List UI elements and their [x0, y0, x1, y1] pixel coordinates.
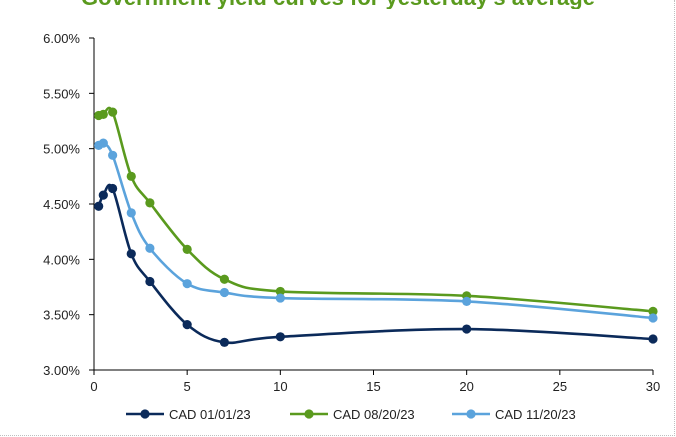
data-point — [219, 337, 230, 347]
data-point — [275, 332, 285, 342]
x-tick-label: 15 — [366, 379, 380, 394]
series-lines — [94, 106, 658, 347]
legend-marker-1 — [304, 409, 314, 419]
data-point — [145, 243, 155, 253]
data-point — [126, 208, 136, 218]
x-tick-label: 30 — [646, 379, 660, 394]
legend-label-0: CAD 01/01/23 — [169, 407, 251, 422]
x-tick-label: 5 — [184, 379, 191, 394]
legend-label-1: CAD 08/20/23 — [333, 407, 415, 422]
x-tick-label: 10 — [273, 379, 287, 394]
data-point — [98, 109, 108, 119]
y-tick-label: 6.00% — [43, 31, 80, 46]
data-point — [108, 183, 118, 194]
x-tick-label: 20 — [459, 379, 473, 394]
data-point — [108, 150, 118, 160]
y-tick-label: 5.00% — [43, 142, 80, 157]
legend: CAD 01/01/23 CAD 08/20/23 CAD 11/20/23 — [126, 407, 576, 422]
data-point — [462, 296, 472, 306]
x-tick-label: 0 — [90, 379, 97, 394]
data-point — [462, 324, 472, 334]
data-point — [648, 334, 658, 344]
x-tick-label: 25 — [553, 379, 567, 394]
data-point — [182, 320, 192, 330]
series-line-0 — [97, 183, 654, 345]
y-tick-label: 4.50% — [43, 197, 80, 212]
data-point — [98, 138, 108, 148]
y-tick-label: 4.00% — [43, 252, 80, 267]
y-tick-label: 3.50% — [43, 308, 80, 323]
legend-marker-0 — [140, 409, 150, 419]
legend-marker-2 — [466, 409, 476, 419]
data-point — [126, 171, 136, 181]
legend-label-2: CAD 11/20/23 — [495, 407, 576, 422]
chart-title-fragment: Government yield curves for yesterday's … — [0, 0, 676, 9]
y-axis: 3.00% 3.50% 4.00% 4.50% 5.00% 5.50% 6.00% — [43, 31, 95, 378]
data-point — [108, 107, 118, 117]
data-point — [145, 276, 155, 287]
data-point — [145, 198, 155, 208]
data-point — [182, 279, 192, 289]
data-point — [219, 287, 230, 298]
data-point — [275, 293, 285, 303]
data-point — [182, 244, 192, 254]
data-point — [98, 190, 108, 200]
data-point — [126, 249, 136, 259]
data-point — [219, 274, 230, 284]
data-point — [275, 286, 285, 297]
y-tick-label: 3.00% — [43, 363, 80, 378]
data-point — [94, 201, 104, 211]
y-tick-label: 5.50% — [43, 86, 80, 101]
data-point — [648, 313, 658, 323]
data-point — [648, 306, 658, 316]
x-axis: 0 5 10 15 20 25 30 — [90, 369, 660, 394]
series-line-2 — [97, 141, 654, 320]
